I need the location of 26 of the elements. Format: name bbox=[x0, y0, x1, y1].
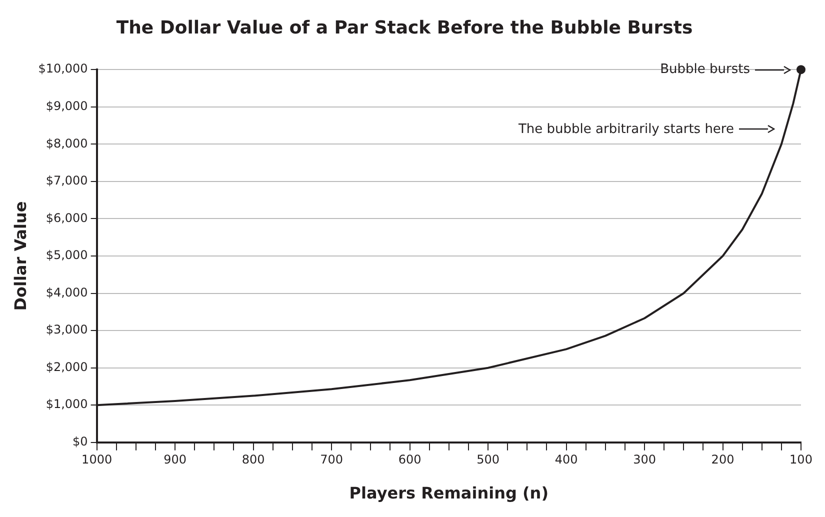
x-axis-title: Players Remaining (n) bbox=[349, 484, 549, 503]
y-tick-label: $1,000 bbox=[46, 397, 88, 412]
x-tick-label: 600 bbox=[398, 452, 422, 467]
x-tick-label: 300 bbox=[633, 452, 656, 467]
y-tick-label: $9,000 bbox=[46, 99, 88, 114]
y-tick-label: $5,000 bbox=[46, 248, 88, 262]
x-tick-label: 200 bbox=[711, 452, 734, 467]
x-tick-label: 700 bbox=[320, 452, 343, 467]
y-axis-title: Dollar Value bbox=[10, 201, 30, 311]
y-tick-label: $6,000 bbox=[46, 210, 88, 225]
y-tick-label: $0 bbox=[72, 434, 88, 449]
annotation: Bubble bursts bbox=[660, 62, 750, 78]
x-tick-label: 100 bbox=[790, 452, 812, 467]
x-tick-label: 800 bbox=[242, 452, 265, 467]
chart-title: The Dollar Value of a Par Stack Before the Bubble Bursts bbox=[116, 17, 693, 38]
y-tick-label: $4,000 bbox=[46, 285, 88, 300]
x-tick-label: 500 bbox=[476, 452, 500, 467]
x-tick-label: 400 bbox=[554, 452, 578, 467]
x-tick-label: 900 bbox=[164, 452, 187, 467]
y-tick-label: $8,000 bbox=[46, 136, 88, 150]
y-tick-label: $7,000 bbox=[46, 174, 88, 188]
y-tick-label: $10,000 bbox=[38, 62, 88, 76]
annotation: The bubble arbitrarily starts here bbox=[518, 122, 734, 137]
y-tick-label: $3,000 bbox=[46, 322, 88, 337]
y-tick-label: $2,000 bbox=[46, 360, 88, 374]
x-tick-label: 1000 bbox=[82, 452, 112, 467]
